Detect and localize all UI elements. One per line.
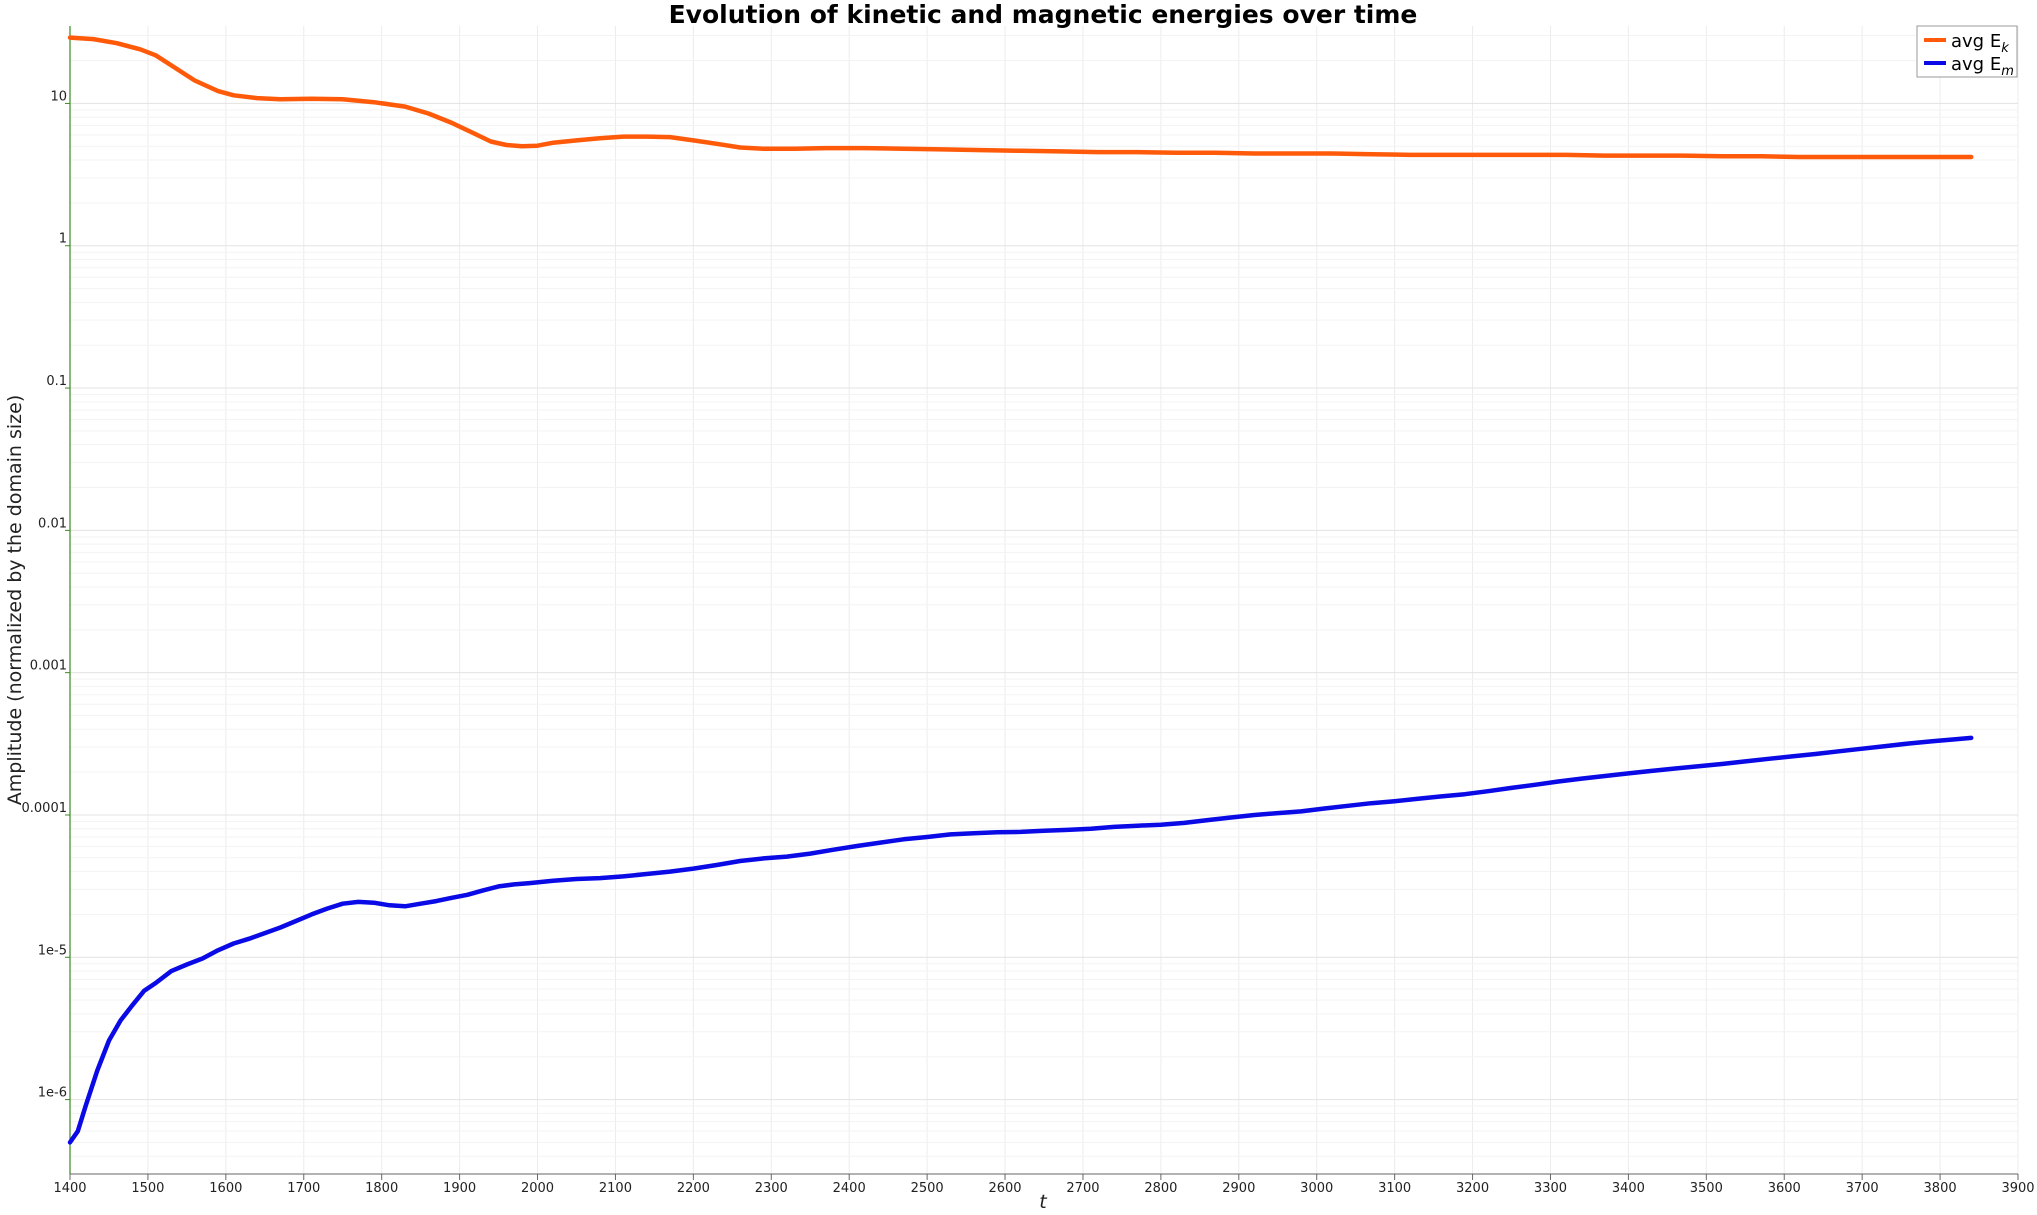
legend-box — [1916, 25, 2018, 78]
x-tick-label: 3600 — [1768, 1181, 1801, 1196]
x-tick-label: 3900 — [2001, 1181, 2034, 1196]
series-line-ek — [67, 35, 1974, 160]
x-tick-label: 3000 — [1300, 1181, 1333, 1196]
y-tick-label: 1e-6 — [38, 1086, 67, 1101]
x-tick-label: 3400 — [1612, 1181, 1645, 1196]
y-tick-label: 0.01 — [38, 516, 67, 531]
y-tick-label: 1 — [59, 232, 67, 247]
x-tick-label: 2100 — [599, 1181, 632, 1196]
gridlines — [69, 26, 2019, 1175]
x-tick-label: 2500 — [911, 1181, 944, 1196]
y-axis-title: Amplitude (normalized by the domain size… — [4, 395, 26, 805]
x-tick-label: 1500 — [131, 1181, 164, 1196]
x-tick-label: 1600 — [209, 1181, 242, 1196]
x-tick-label: 3200 — [1456, 1181, 1489, 1196]
y-tick-label: 0.001 — [30, 659, 67, 674]
series-line-em — [67, 735, 1974, 1145]
y-tick-labels: 1e-6 1e-5 0.0001 0.001 0.01 0.1 1 10 — [22, 89, 70, 1101]
x-tick-label: 2900 — [1222, 1181, 1255, 1196]
x-tick-label: 3100 — [1378, 1181, 1411, 1196]
x-tick-label: 2700 — [1066, 1181, 1099, 1196]
x-tick-label: 1900 — [443, 1181, 476, 1196]
series-lines — [67, 35, 1974, 1145]
y-tick-label: 1e-5 — [38, 943, 67, 958]
x-tick-label: 3700 — [1846, 1181, 1879, 1196]
x-tick-labels: 1400 1500 1600 1700 1800 1900 2000 2100 2200 2300… — [53, 1174, 2035, 1196]
x-tick-label: 2600 — [988, 1181, 1021, 1196]
x-tick-label: 3300 — [1534, 1181, 1567, 1196]
legend-label-ek: avg Ek — [1951, 31, 2009, 56]
x-tick-label: 1400 — [53, 1181, 86, 1196]
legend: avg Ek avg Em — [1916, 25, 2018, 79]
x-tick-label: 3500 — [1690, 1181, 1723, 1196]
x-tick-label: 2400 — [833, 1181, 866, 1196]
x-tick-label: 2300 — [755, 1181, 788, 1196]
y-tick-label: 0.0001 — [22, 801, 68, 816]
x-tick-label: 1700 — [287, 1181, 320, 1196]
x-tick-label: 2800 — [1144, 1181, 1177, 1196]
y-tick-label: 10 — [50, 89, 67, 104]
y-tick-label: 0.1 — [46, 374, 67, 389]
x-tick-label: 2000 — [521, 1181, 554, 1196]
x-axis-title: t — [1039, 1191, 1048, 1213]
legend-label-em: avg Em — [1951, 54, 2014, 79]
x-tick-label: 1800 — [365, 1181, 398, 1196]
x-tick-label: 2200 — [677, 1181, 710, 1196]
x-tick-label: 3800 — [1924, 1181, 1957, 1196]
chart-title: Evolution of kinetic and magnetic energi… — [669, 0, 1418, 29]
